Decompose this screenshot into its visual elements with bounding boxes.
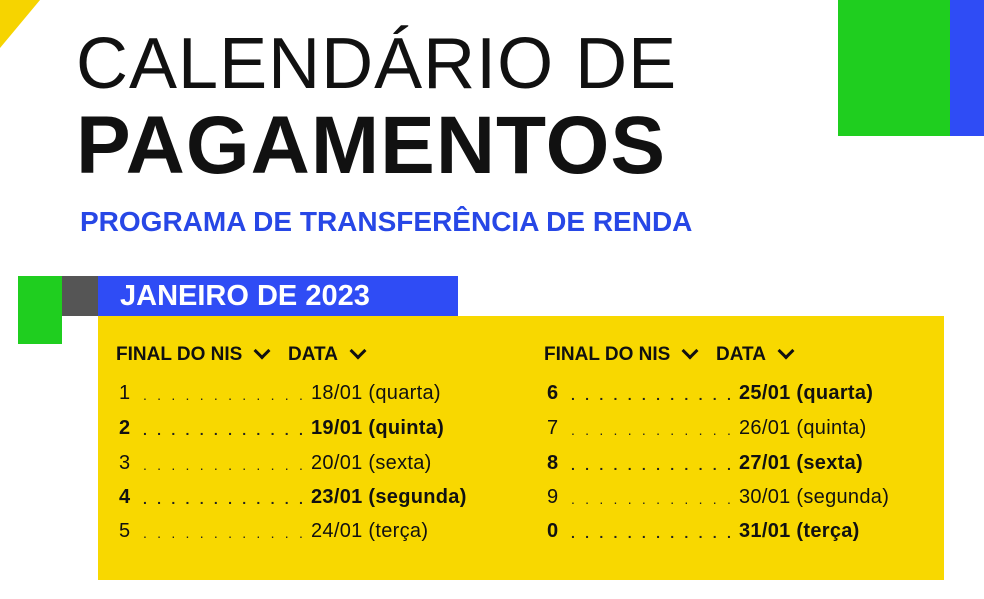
table-row: 2 . . . . . . . . . . . . . . . . 19/01 … [116, 413, 444, 443]
page-subtitle: PROGRAMA DE TRANSFERÊNCIA DE RENDA [80, 206, 693, 237]
chevron-down-icon [681, 342, 699, 360]
table-row: 5 . . . . . . . . . . . . . . . . 24/01 … [116, 516, 428, 546]
dot-leader: . . . . . . . . . . . . . . . . [143, 387, 311, 403]
payment-date: 19/01 (quinta) [311, 416, 445, 439]
dot-leader: . . . . . . . . . . . . . . . . [571, 422, 739, 438]
table-row: 0 . . . . . . . . . . . . . . . . 31/01 … [544, 516, 860, 546]
header-data-label: DATA [716, 344, 766, 365]
chevron-down-icon [349, 342, 367, 360]
green-decor-square [18, 276, 62, 344]
header-data-label: DATA [288, 344, 338, 365]
page-title-line2: PAGAMENTOS [76, 100, 667, 191]
nis-digit: 6 [547, 381, 559, 404]
table-row: 7 . . . . . . . . . . . . . . . . 26/01 … [544, 413, 867, 443]
nis-digit: 2 [119, 416, 131, 439]
payment-schedule-panel: FINAL DO NIS DATA 1 . . . . . . . . . . … [98, 316, 944, 580]
blue-decor-block [950, 0, 984, 136]
column-header: FINAL DO NIS DATA [116, 340, 367, 370]
header-final-nis-label: FINAL DO NIS [116, 344, 243, 365]
payment-date: 24/01 (terça) [311, 519, 429, 542]
dot-leader: . . . . . . . . . . . . . . . . [571, 491, 739, 507]
gray-decor-square [62, 276, 98, 316]
dot-leader: . . . . . . . . . . . . . . . . [143, 491, 311, 507]
table-row: 6 . . . . . . . . . . . . . . . . 25/01 … [544, 378, 873, 408]
payment-date: 25/01 (quarta) [739, 381, 874, 404]
dot-leader: . . . . . . . . . . . . . . . . [143, 525, 311, 541]
nis-digit: 8 [547, 451, 559, 474]
payment-date: 23/01 (segunda) [311, 485, 467, 508]
payment-date: 27/01 (sexta) [739, 451, 863, 474]
table-row: 3 . . . . . . . . . . . . . . . . 20/01 … [116, 448, 432, 478]
payment-date: 20/01 (sexta) [311, 451, 432, 474]
month-banner: JANEIRO DE 2023 [98, 276, 458, 316]
dot-leader: . . . . . . . . . . . . . . . . [571, 387, 739, 403]
nis-digit: 7 [547, 416, 559, 439]
nis-digit: 5 [119, 519, 131, 542]
table-row: 8 . . . . . . . . . . . . . . . . 27/01 … [544, 448, 863, 478]
header-final-nis: FINAL DO NIS [116, 342, 288, 366]
nis-digit: 4 [119, 485, 131, 508]
chevron-down-icon [253, 342, 271, 360]
column-header: FINAL DO NIS DATA [544, 340, 795, 370]
header-final-nis-label: FINAL DO NIS [544, 344, 671, 365]
nis-digit: 9 [547, 485, 559, 508]
payment-date: 30/01 (segunda) [739, 485, 890, 508]
dot-leader: . . . . . . . . . . . . . . . . [571, 457, 739, 473]
nis-digit: 3 [119, 451, 131, 474]
dot-leader: . . . . . . . . . . . . . . . . [143, 422, 311, 438]
header-final-nis: FINAL DO NIS [544, 342, 716, 366]
table-row: 4 . . . . . . . . . . . . . . . . 23/01 … [116, 482, 467, 512]
payment-date: 18/01 (quarta) [311, 381, 441, 404]
dot-leader: . . . . . . . . . . . . . . . . [571, 525, 739, 541]
nis-digit: 0 [547, 519, 559, 542]
dot-leader: . . . . . . . . . . . . . . . . [143, 457, 311, 473]
header-data: DATA [288, 342, 367, 366]
nis-digit: 1 [119, 381, 131, 404]
green-decor-block [838, 0, 950, 136]
table-row: 9 . . . . . . . . . . . . . . . . 30/01 … [544, 482, 889, 512]
payment-date: 26/01 (quinta) [739, 416, 867, 439]
corner-yellow-triangle [0, 0, 40, 48]
page-title-line1: CALENDÁRIO DE [76, 24, 678, 104]
chevron-down-icon [777, 342, 795, 360]
payment-date: 31/01 (terça) [739, 519, 860, 542]
header-data: DATA [716, 342, 795, 366]
table-row: 1 . . . . . . . . . . . . . . . . 18/01 … [116, 378, 441, 408]
